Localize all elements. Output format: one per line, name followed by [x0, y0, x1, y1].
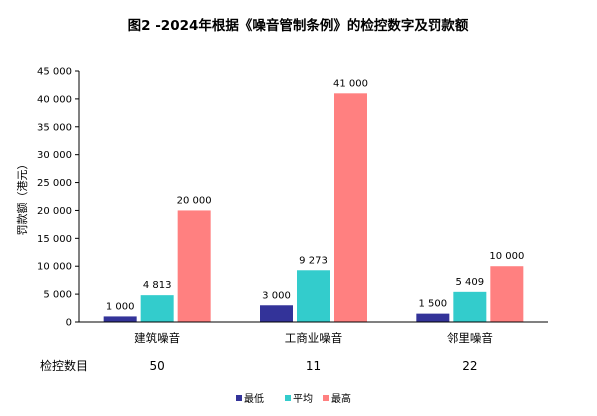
category-label: 建筑噪音	[134, 331, 180, 345]
bar	[416, 313, 450, 322]
y-tick-label: 15 000	[37, 234, 72, 245]
bar	[103, 316, 137, 322]
table-row-values: 50 11 22	[150, 359, 478, 373]
bar	[260, 305, 293, 322]
data-label: 1 000	[106, 301, 135, 312]
bar	[334, 93, 367, 322]
legend-swatch	[323, 395, 329, 401]
table-row-label: 检控数目	[40, 358, 88, 373]
data-label: 5 409	[456, 277, 485, 288]
y-tick-label: 40 000	[37, 94, 72, 105]
table-row-value: 22	[462, 359, 477, 373]
data-label: 20 000	[177, 195, 212, 206]
legend-label: 平均	[293, 393, 313, 405]
y-tick-label: 5 000	[43, 290, 72, 301]
plot-area: 1 000 4 813 20 000 3 000 9 273 41 000 1 500 5 4…	[103, 78, 524, 322]
data-label: 41 000	[333, 78, 368, 89]
data-label: 9 273	[299, 255, 328, 266]
data-label: 1 500	[419, 299, 448, 310]
y-tick-label: 25 000	[37, 178, 72, 189]
legend-label: 最低	[244, 392, 264, 405]
bar	[177, 210, 211, 322]
legend-swatch	[236, 395, 242, 401]
table-row-value: 11	[306, 359, 321, 373]
data-label: 3 000	[262, 290, 291, 301]
data-label: 4 813	[143, 280, 172, 291]
y-tick-label: 20 000	[37, 206, 72, 217]
bar	[490, 266, 524, 322]
bar	[297, 270, 330, 322]
legend: 最低 平均 最高	[236, 392, 351, 405]
y-tick-label: 30 000	[37, 150, 72, 161]
y-tick-label: 45 000	[37, 67, 72, 78]
legend-label: 最高	[331, 392, 351, 405]
table-row-value: 50	[150, 359, 165, 373]
y-axis-label: 罚款额（港元）	[15, 159, 29, 236]
y-tick-label: 10 000	[37, 262, 72, 273]
y-tick-label: 35 000	[37, 122, 72, 133]
bar	[453, 291, 487, 322]
bar	[140, 295, 174, 322]
category-label: 邻里噪音	[447, 331, 493, 345]
chart-title: 图2 -2024年根据《噪音管制条例》的检控数字及罚款额	[128, 17, 469, 34]
y-axis: 0 5 000 10 000 15 000 20 000 25 000 30 000 35 0…	[37, 67, 79, 329]
data-label: 10 000	[489, 251, 524, 262]
category-label: 工商业噪音	[285, 331, 343, 345]
legend-swatch	[285, 395, 291, 401]
y-tick-label: 0	[66, 318, 72, 329]
category-labels: 建筑噪音 工商业噪音 邻里噪音	[134, 331, 493, 345]
